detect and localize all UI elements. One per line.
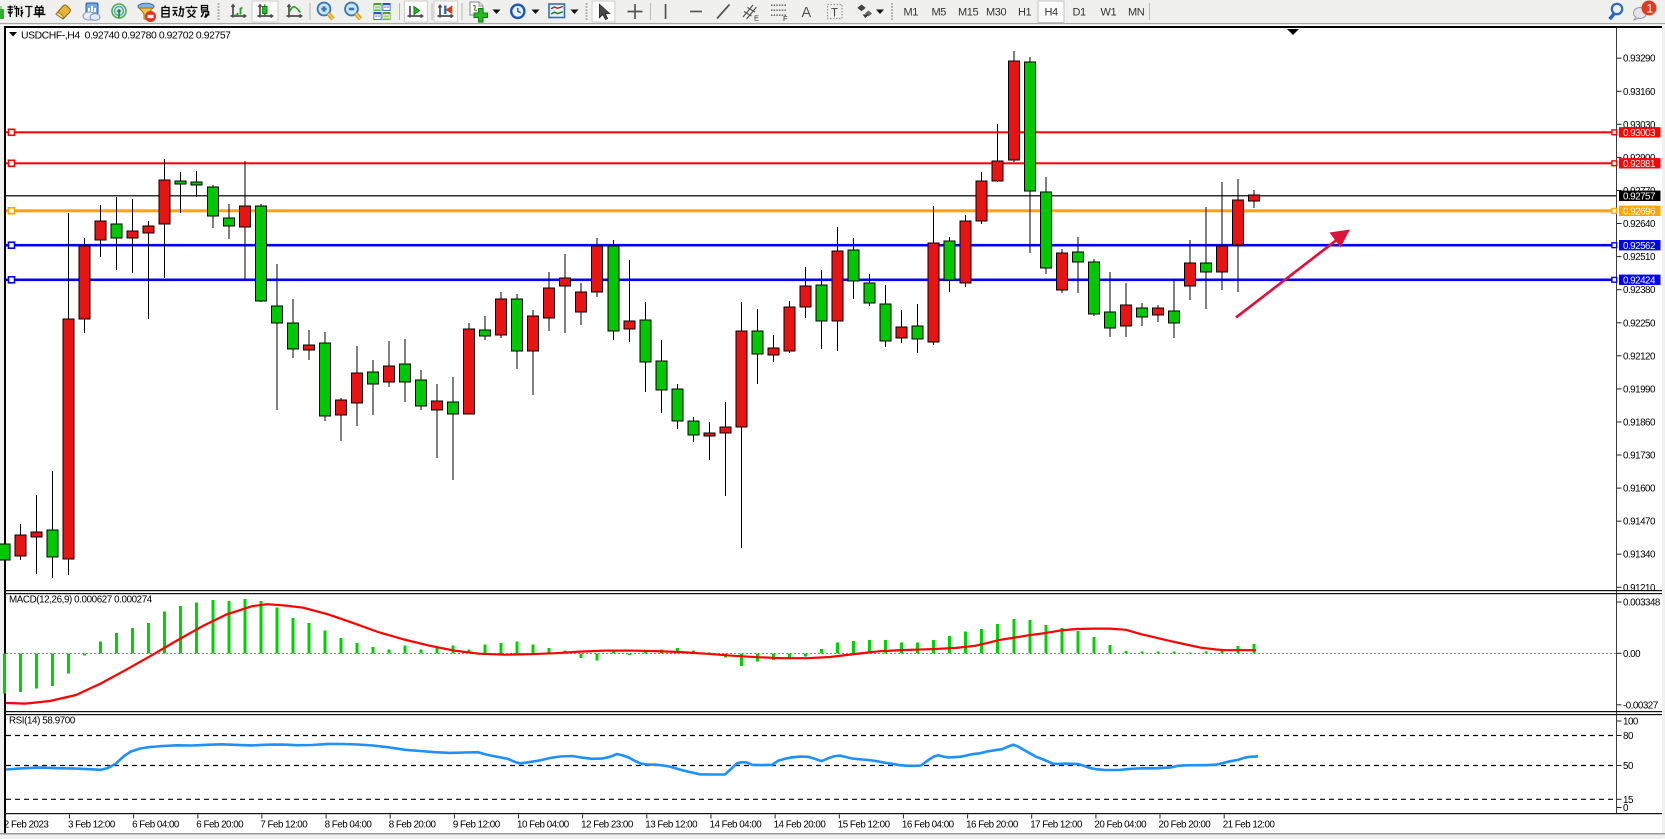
svg-text:13 Feb 12:00: 13 Feb 12:00 <box>645 820 698 831</box>
svg-text:0.91600: 0.91600 <box>1623 484 1656 495</box>
svg-text:1: 1 <box>1647 2 1654 16</box>
svg-text:20 Feb 20:00: 20 Feb 20:00 <box>1159 820 1212 831</box>
svg-text:7 Feb 12:00: 7 Feb 12:00 <box>260 820 308 831</box>
svg-text:0.91990: 0.91990 <box>1623 384 1656 395</box>
svg-text:21 Feb 12:00: 21 Feb 12:00 <box>1223 820 1276 831</box>
svg-text:16 Feb 20:00: 16 Feb 20:00 <box>966 820 1019 831</box>
svg-text:D1: D1 <box>1073 7 1087 19</box>
svg-text:0.91340: 0.91340 <box>1623 550 1656 561</box>
svg-text:F: F <box>783 14 788 23</box>
svg-text:0.92562: 0.92562 <box>1623 241 1655 252</box>
svg-text:0.00: 0.00 <box>1623 649 1641 660</box>
svg-text:W1: W1 <box>1101 7 1117 19</box>
svg-text:0.91210: 0.91210 <box>1623 583 1656 594</box>
svg-text:A: A <box>802 5 812 21</box>
svg-text:0.93160: 0.93160 <box>1623 87 1656 98</box>
svg-text:0.92250: 0.92250 <box>1623 318 1656 329</box>
svg-text:M5: M5 <box>932 7 947 19</box>
svg-text:0.92696: 0.92696 <box>1623 206 1656 217</box>
svg-text:0: 0 <box>1623 803 1629 814</box>
svg-text:0.93290: 0.93290 <box>1623 54 1656 65</box>
svg-text:8 Feb 04:00: 8 Feb 04:00 <box>325 820 373 831</box>
svg-text:10 Feb 04:00: 10 Feb 04:00 <box>517 820 570 831</box>
svg-text:0.92120: 0.92120 <box>1623 351 1656 362</box>
svg-text:14 Feb 20:00: 14 Feb 20:00 <box>774 820 827 831</box>
svg-text:15: 15 <box>1623 795 1634 806</box>
svg-text:0.91470: 0.91470 <box>1623 517 1656 528</box>
svg-text:MACD(12,26,9) 0.000627 0.00027: MACD(12,26,9) 0.000627 0.000274 <box>9 595 153 606</box>
svg-text:H4: H4 <box>1045 7 1059 19</box>
svg-text:0.91860: 0.91860 <box>1623 418 1656 429</box>
svg-text:E: E <box>754 14 759 23</box>
svg-text:80: 80 <box>1623 731 1634 742</box>
svg-text:100: 100 <box>1623 717 1639 728</box>
svg-text:0.92510: 0.92510 <box>1623 252 1656 263</box>
svg-text:8 Feb 20:00: 8 Feb 20:00 <box>389 820 437 831</box>
svg-text:0.003348: 0.003348 <box>1623 598 1661 609</box>
svg-text:M1: M1 <box>904 7 919 19</box>
svg-text:6 Feb 20:00: 6 Feb 20:00 <box>196 820 244 831</box>
svg-text:20 Feb 04:00: 20 Feb 04:00 <box>1094 820 1147 831</box>
svg-text:3 Feb 12:00: 3 Feb 12:00 <box>68 820 116 831</box>
svg-text:M30: M30 <box>986 7 1006 19</box>
svg-text:0.92881: 0.92881 <box>1623 159 1655 170</box>
svg-text:17 Feb 12:00: 17 Feb 12:00 <box>1030 820 1083 831</box>
svg-text:50: 50 <box>1623 761 1634 772</box>
svg-text:T: T <box>831 8 838 20</box>
svg-text:0.92640: 0.92640 <box>1623 219 1656 230</box>
svg-text:M15: M15 <box>958 7 978 19</box>
svg-text:-0.00327: -0.00327 <box>1623 700 1658 711</box>
svg-text:15 Feb 12:00: 15 Feb 12:00 <box>838 820 891 831</box>
svg-text:9 Feb 12:00: 9 Feb 12:00 <box>453 820 501 831</box>
svg-text:0.92424: 0.92424 <box>1623 275 1656 286</box>
svg-text:16 Feb 04:00: 16 Feb 04:00 <box>902 820 955 831</box>
svg-text:MN: MN <box>1128 7 1145 19</box>
svg-text:0.93030: 0.93030 <box>1623 120 1656 131</box>
svg-text:0.92380: 0.92380 <box>1623 285 1656 296</box>
svg-text:12 Feb 23:00: 12 Feb 23:00 <box>581 820 634 831</box>
svg-text:0.91730: 0.91730 <box>1623 451 1656 462</box>
svg-text:14 Feb 04:00: 14 Feb 04:00 <box>710 820 763 831</box>
svg-text:0.92757: 0.92757 <box>1623 191 1655 202</box>
svg-text:H1: H1 <box>1018 7 1032 19</box>
svg-text:2 Feb 2023: 2 Feb 2023 <box>4 820 50 831</box>
svg-text:6 Feb 04:00: 6 Feb 04:00 <box>132 820 180 831</box>
svg-text:USDCHF-,H4 0.92740 0.92780 0.: USDCHF-,H4 0.92740 0.92780 0.92702 0.927… <box>21 31 231 42</box>
svg-text:RSI(14) 58.9700: RSI(14) 58.9700 <box>9 716 76 727</box>
svg-text:0.93003: 0.93003 <box>1623 128 1656 139</box>
